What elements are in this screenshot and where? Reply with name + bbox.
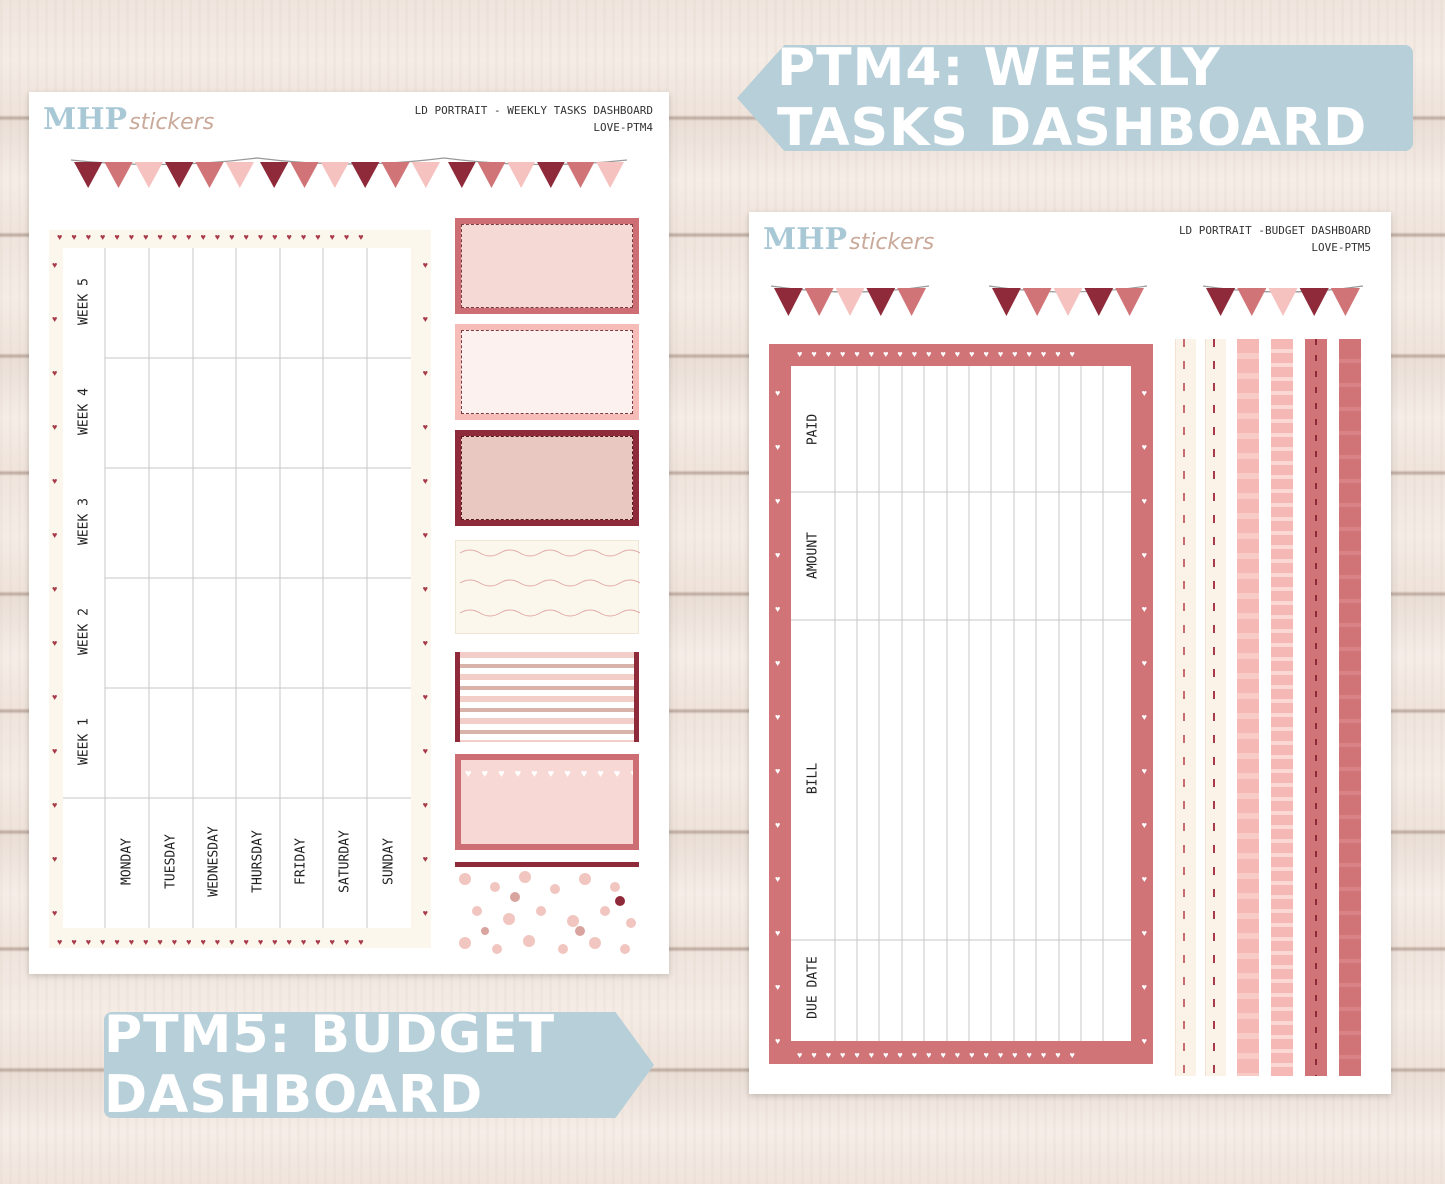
bunting-flag [596,162,624,188]
logo-script: stickers [129,110,215,135]
bunting-flag [411,162,440,188]
ptm4-banner-text: PTM4: WEEKLY TASKS DASHBOARD [777,38,1368,158]
box-dots [455,862,639,956]
column-due-date: DUE DATE [805,956,821,1019]
bunting-flag [477,162,506,188]
hearts-border-left: ♥ ♥ ♥ ♥ ♥ ♥ ♥ ♥ ♥ ♥ ♥ ♥ ♥ [775,388,781,1046]
week-4-label: WEEK 4 [76,388,92,435]
ptm5-banner-text: PTM5: BUDGET DASHBOARD [104,1005,556,1125]
washi-strip-line-2 [1213,339,1215,1076]
box-rose-dashed [455,218,639,314]
bunting-flag [1268,288,1298,316]
sheet-title-line2: LOVE-PTM5 [1311,241,1371,254]
washi-strip-blush-1 [1237,339,1259,1076]
bunting-flag [992,288,1021,316]
budget-grid-lines [791,366,1131,1041]
bunting-flag [897,288,926,316]
bunting-flag [165,162,194,188]
week-5-label: WEEK 5 [76,278,92,325]
box-blush-dashed [455,324,639,420]
day-wednesday: WEDNESDAY [206,826,222,897]
bunting-garland [70,157,628,188]
box-wine-dashed [455,430,639,526]
ptm4-banner: PTM4: WEEKLY TASKS DASHBOARD [737,45,1413,151]
bunting-flag [320,162,349,188]
hearts-border-bottom: ♥♥♥♥♥♥♥♥♥♥♥♥♥♥♥♥♥♥♥♥ [797,1050,1084,1060]
week-1-label: WEEK 1 [76,718,92,765]
sheet-title: LD PORTRAIT -BUDGET DASHBOARD LOVE-PTM5 [1179,222,1371,256]
bunting-flag [1237,288,1267,316]
washi-strip-line-1 [1183,339,1185,1076]
bunting-garland [770,285,1364,316]
bunting-flag [260,162,289,188]
mhp-logo: MHPstickers [763,222,935,257]
column-amount: AMOUNT [805,532,821,579]
day-sunday: SUNDAY [381,838,397,885]
sheet-title-line1: LD PORTRAIT -BUDGET DASHBOARD [1178,224,1371,237]
bunting-flag [537,162,565,188]
day-tuesday: TUESDAY [163,834,179,889]
bunting-flag [381,162,410,188]
bunting-flag [774,288,803,316]
washi-strip-blush-2 [1271,339,1293,1076]
day-friday: FRIDAY [293,838,309,885]
hearts-border-right: ♥ ♥ ♥ ♥ ♥ ♥ ♥ ♥ ♥ ♥ ♥ ♥ ♥ [1141,388,1147,1046]
bunting-flag [1330,288,1360,316]
sheet-title-line2: LOVE-PTM4 [593,121,653,134]
budget-table-frame: PAID AMOUNT BILL DUE DATE ♥ ♥ ♥ ♥ ♥ ♥ ♥ ♥ ♥ ♥ ♥ ♥ ♥ … [769,344,1153,1064]
washi-strip-cream-2 [1205,339,1226,1076]
day-saturday: SATURDAY [337,830,353,893]
bunting-flag [1022,288,1052,316]
bunting-flag [1299,288,1329,316]
box-stripes [455,652,639,742]
love-pattern-art [459,549,641,617]
dots-pattern-art [459,871,636,954]
box-hearts: ♥♥♥♥♥♥♥♥♥♥♥♥♥♥♥♥♥♥♥♥♥♥♥♥♥♥♥♥♥♥♥♥♥♥♥♥♥♥♥♥ [455,754,639,850]
bunting-flag [74,162,103,188]
bunting-flag [225,162,254,188]
weekly-tasks-sheet: MHPstickers LD PORTRAIT - WEEKLY TASKS D… [29,92,669,974]
washi-strip-rose-line [1315,339,1317,1076]
column-paid: PAID [805,413,821,446]
mhp-logo: MHPstickers [43,102,215,137]
bunting-flag [507,162,535,188]
week-2-label: WEEK 2 [76,608,92,655]
column-bill: BILL [805,762,821,795]
bunting-flag [1053,288,1083,316]
bunting-flag [1115,288,1144,316]
bunting-flag [104,162,133,188]
logo-script: stickers [849,230,935,255]
hearts-border-left: ♥ ♥ ♥ ♥ ♥ ♥ ♥ ♥ ♥ ♥ ♥ ♥ ♥ [52,260,58,918]
sheet-title: LD PORTRAIT - WEEKLY TASKS DASHBOARD LOV… [415,102,653,136]
bunting-flag [1084,288,1114,316]
washi-strip-cream-1 [1175,339,1196,1076]
budget-sheet: MHPstickers LD PORTRAIT -BUDGET DASHBOAR… [749,212,1391,1094]
washi-strip-rose-2 [1339,339,1361,1076]
weekly-grid: WEEK 5 WEEK 4 WEEK 3 WEEK 2 WEEK 1 MONDA… [63,248,411,928]
weekly-grid-frame: ♥ ♥ ♥ ♥ ♥ ♥ ♥ ♥ ♥ ♥ ♥ ♥ ♥ ♥ ♥ ♥ ♥ ♥ ♥ ♥ ♥ ♥ ♥ ♥ ♥ ♥ ♥♥♥♥♥♥♥♥♥♥♥♥… [49,230,431,948]
bunting-flag [566,162,595,188]
day-thursday: THURSDAY [250,830,266,893]
bunting-flag [195,162,224,188]
sheet-title-line1: LD PORTRAIT - WEEKLY TASKS DASHBOARD [414,104,653,117]
day-monday: MONDAY [119,838,135,885]
bunting-flag [866,288,896,316]
ptm5-banner: PTM5: BUDGET DASHBOARD [104,1012,654,1118]
bunting-flag [804,288,834,316]
hearts-border-right: ♥ ♥ ♥ ♥ ♥ ♥ ♥ ♥ ♥ ♥ ♥ ♥ ♥ [422,260,428,918]
budget-table: PAID AMOUNT BILL DUE DATE [791,366,1131,1041]
week-3-label: WEEK 3 [76,498,92,545]
hearts-border-top: ♥♥♥♥♥♥♥♥♥♥♥♥♥♥♥♥♥♥♥♥ [797,349,1084,359]
bunting-flag [448,162,476,188]
box-love-pattern [455,540,641,634]
bunting-flag [835,288,865,316]
bunting-flag [290,162,319,188]
hearts-border-bottom: ♥♥♥♥♥♥♥♥♥♥♥♥♥♥♥♥♥♥♥♥♥♥ [57,937,373,947]
weekly-grid-lines [63,248,411,928]
bunting-flag [134,162,163,188]
bunting-flag [351,162,380,188]
hearts-border-top: ♥♥♥♥♥♥♥♥♥♥♥♥♥♥♥♥♥♥♥♥♥♥ [57,232,373,242]
bunting-flag [1206,288,1236,316]
